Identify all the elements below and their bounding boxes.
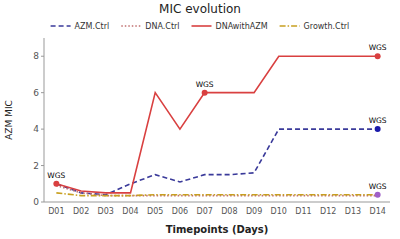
x-tick-label: D11 <box>295 207 311 216</box>
x-tick-label: D03 <box>98 207 114 216</box>
x-tick-label: D12 <box>320 207 336 216</box>
series-line <box>56 186 377 196</box>
legend-item: Growth.Ctrl <box>280 22 350 31</box>
x-tick-label: D09 <box>246 207 262 216</box>
wgs-dot <box>375 126 381 132</box>
legend-swatch <box>121 25 141 27</box>
y-axis-line <box>44 38 45 202</box>
legend-swatch <box>192 25 212 27</box>
y-tick-label: 2 <box>33 161 39 171</box>
x-tick-label: D02 <box>73 207 89 216</box>
y-tick-label: 0 <box>33 197 39 207</box>
legend-swatch <box>280 25 300 27</box>
legend-label: DNAwithAZM <box>216 22 268 31</box>
x-axis-line <box>44 202 390 203</box>
y-tick <box>41 56 44 57</box>
legend-item: DNA.Ctrl <box>121 22 179 31</box>
y-tick-label: 4 <box>33 124 39 134</box>
wgs-dot <box>53 181 59 187</box>
y-axis-label: AZM MIC <box>4 100 14 140</box>
x-tick-label: D01 <box>48 207 64 216</box>
wgs-dot <box>375 192 381 198</box>
x-axis-label: Timepoints (Days) <box>166 224 269 235</box>
x-tick-label: D06 <box>172 207 188 216</box>
wgs-dot <box>202 90 208 96</box>
legend-swatch <box>51 25 71 27</box>
annotation: WGS <box>369 182 387 191</box>
annotation: WGS <box>369 116 387 125</box>
legend-label: Growth.Ctrl <box>304 22 350 31</box>
y-tick-label: 6 <box>33 88 39 98</box>
legend-item: DNAwithAZM <box>192 22 268 31</box>
legend-label: AZM.Ctrl <box>75 22 110 31</box>
series-line <box>56 193 377 196</box>
annotation: WGS <box>47 171 65 180</box>
legend-item: AZM.Ctrl <box>51 22 110 31</box>
x-tick-label: D04 <box>122 207 138 216</box>
x-tick-label: D13 <box>345 207 361 216</box>
annotation: WGS <box>196 80 214 89</box>
x-tick-label: D14 <box>369 207 385 216</box>
y-tick <box>41 165 44 166</box>
x-tick-label: D10 <box>271 207 287 216</box>
y-tick <box>41 92 44 93</box>
y-tick-label: 8 <box>33 51 39 61</box>
series-line <box>56 56 377 193</box>
x-tick-label: D08 <box>221 207 237 216</box>
x-tick-label: D07 <box>196 207 212 216</box>
annotation: WGS <box>369 43 387 52</box>
chart: MIC evolution 0 2 4 6 8 D01 D02 D03 D04 D05 D06 D07 D… <box>0 0 400 239</box>
series-line <box>56 129 377 195</box>
plot-area <box>53 53 380 197</box>
x-tick-label: D05 <box>147 207 163 216</box>
y-tick <box>41 129 44 130</box>
legend: AZM.Ctrl DNA.Ctrl DNAwithAZM Growth.Ctrl <box>51 22 350 31</box>
legend-label: DNA.Ctrl <box>145 22 179 31</box>
y-tick <box>41 202 44 203</box>
wgs-dot <box>375 53 381 59</box>
title: MIC evolution <box>159 2 241 16</box>
